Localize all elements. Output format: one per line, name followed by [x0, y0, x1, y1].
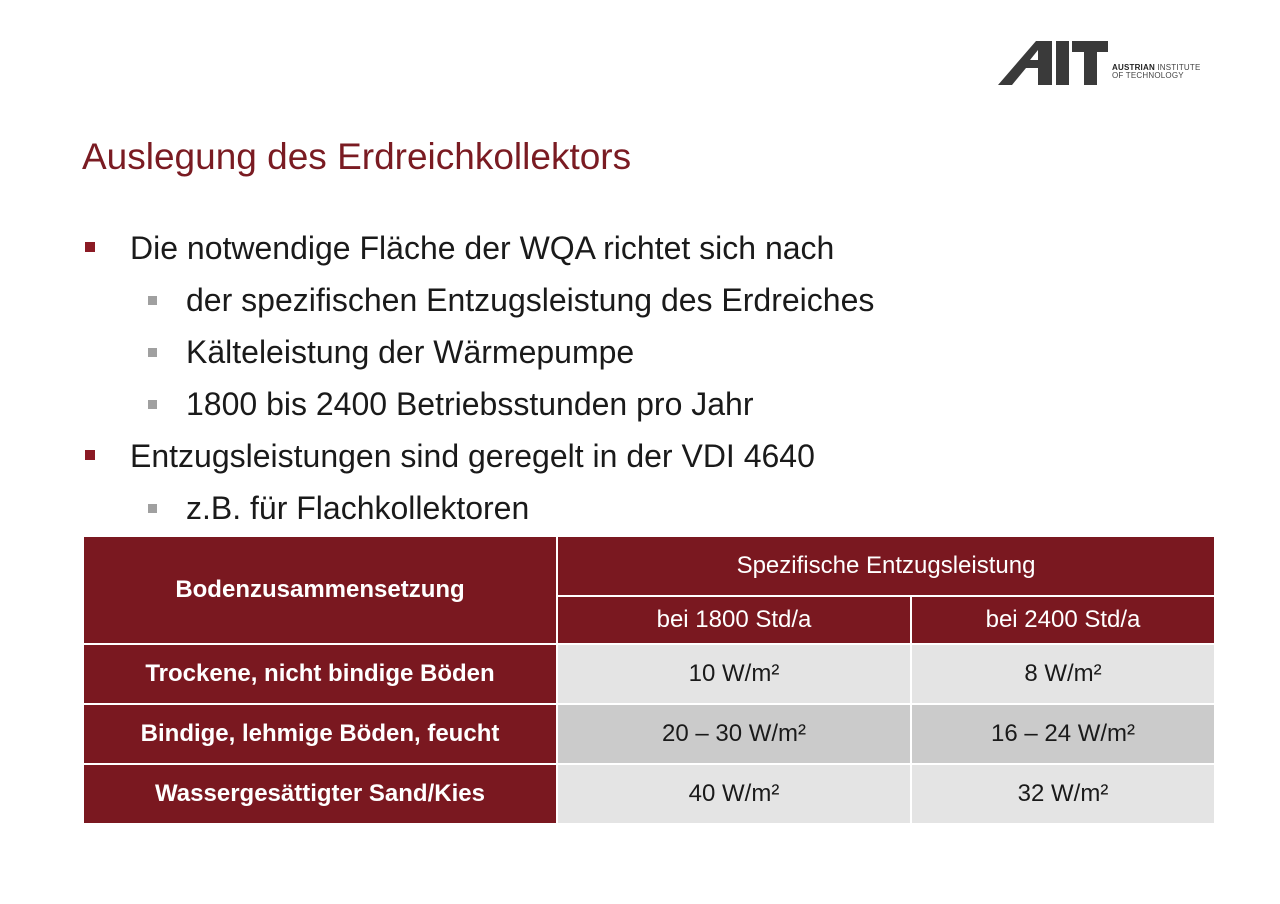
- square-bullet-icon: [148, 296, 157, 305]
- header-specific-extraction: Spezifische Entzugsleistung: [556, 535, 1216, 597]
- row-label: Wassergesättigter Sand/Kies: [82, 763, 558, 825]
- logo-line2: OF TECHNOLOGY: [1112, 71, 1184, 80]
- table-row: Bindige, lehmige Böden, feucht 20 – 30 W…: [82, 703, 1216, 765]
- table-header-row: Bodenzusammensetzung Spezifische Entzugs…: [82, 535, 1216, 645]
- sub-bullet-item: der spezifischen Entzugsleistung des Erd…: [82, 278, 874, 330]
- table-subheader-row: bei 1800 Std/a bei 2400 Std/a: [83, 595, 1216, 645]
- header-2400-hours: bei 2400 Std/a: [910, 595, 1216, 645]
- slide-title: Auslegung des Erdreichkollektors: [82, 136, 632, 177]
- bullet-item: Die notwendige Fläche der WQA richtet si…: [82, 226, 874, 278]
- logo-line1-rest: INSTITUTE: [1157, 63, 1201, 72]
- table-row: Wassergesättigter Sand/Kies 40 W/m² 32 W…: [82, 763, 1216, 825]
- bullet-item: Entzugsleistungen sind geregelt in der V…: [82, 434, 874, 486]
- square-bullet-icon: [148, 504, 157, 513]
- logo-line1-bold: AUSTRIAN: [1112, 63, 1155, 72]
- sub-bullet-item: z.B. für Flachkollektoren: [82, 486, 874, 538]
- value-1800: 10 W/m²: [556, 643, 912, 705]
- row-label: Trockene, nicht bindige Böden: [82, 643, 558, 705]
- bullet-text: Entzugsleistungen sind geregelt in der V…: [130, 438, 815, 474]
- extraction-rate-table: Bodenzusammensetzung Spezifische Entzugs…: [82, 535, 1216, 825]
- logo-text: AUSTRIAN INSTITUTE OF TECHNOLOGY: [1112, 64, 1201, 80]
- square-bullet-icon: [85, 450, 95, 460]
- bullet-text: Die notwendige Fläche der WQA richtet si…: [130, 230, 835, 266]
- square-bullet-icon: [85, 242, 95, 252]
- table-row: Trockene, nicht bindige Böden 10 W/m² 8 …: [82, 643, 1216, 705]
- value-2400: 32 W/m²: [910, 763, 1216, 825]
- bullet-text: 1800 bis 2400 Betriebsstunden pro Jahr: [186, 386, 754, 422]
- header-soil-composition: Bodenzusammensetzung: [82, 535, 558, 645]
- value-2400: 8 W/m²: [910, 643, 1216, 705]
- ait-logo: AUSTRIAN INSTITUTE OF TECHNOLOGY: [996, 38, 1218, 88]
- square-bullet-icon: [148, 348, 157, 357]
- bullet-text: z.B. für Flachkollektoren: [186, 490, 530, 526]
- value-2400: 16 – 24 W/m²: [910, 703, 1216, 765]
- sub-bullet-item: 1800 bis 2400 Betriebsstunden pro Jahr: [82, 382, 874, 434]
- value-1800: 20 – 30 W/m²: [556, 703, 912, 765]
- bullet-list: Die notwendige Fläche der WQA richtet si…: [82, 226, 874, 538]
- header-1800-hours: bei 1800 Std/a: [556, 595, 912, 645]
- bullet-text: der spezifischen Entzugsleistung des Erd…: [186, 282, 875, 318]
- ait-logo-mark-icon: [998, 41, 1108, 85]
- bullet-text: Kälteleistung der Wärmepumpe: [186, 334, 635, 370]
- value-1800: 40 W/m²: [556, 763, 912, 825]
- row-label: Bindige, lehmige Böden, feucht: [82, 703, 558, 765]
- sub-bullet-item: Kälteleistung der Wärmepumpe: [82, 330, 874, 382]
- square-bullet-icon: [148, 400, 157, 409]
